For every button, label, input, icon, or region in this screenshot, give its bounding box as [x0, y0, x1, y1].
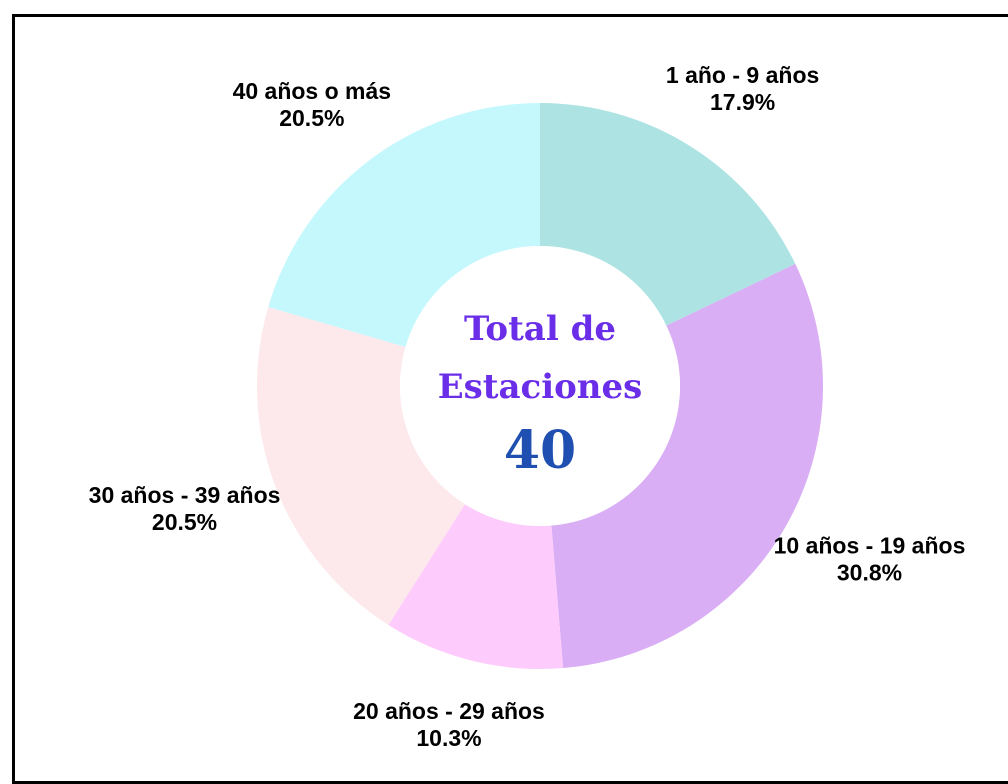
donut-slice	[257, 307, 465, 625]
slice-value-label: 30.8%	[837, 559, 902, 585]
donut-hole	[400, 246, 680, 526]
donut-slice	[540, 103, 796, 326]
slice-label: 30 años - 39 años	[89, 482, 281, 508]
slice-value-label: 20.5%	[152, 509, 217, 535]
slice-value-label: 10.3%	[416, 725, 481, 751]
slice-value-label: 20.5%	[279, 105, 344, 131]
donut-slice	[268, 103, 540, 347]
donut-slice	[388, 504, 564, 669]
center-value: 40	[503, 420, 577, 481]
center-label: Total de Estaciones 40	[420, 300, 660, 486]
slice-label: 20 años - 29 años	[353, 698, 545, 724]
page: 1 año - 9 años 17.9% 10 años - 19 años 30.8…	[12, 14, 1008, 784]
slice-label: 10 años - 19 años	[774, 532, 966, 558]
center-title: Total de Estaciones	[437, 309, 643, 407]
slice-label: 40 años o más	[233, 78, 392, 104]
slice-value-label: 17.9%	[710, 89, 775, 115]
donut-slice	[551, 263, 823, 669]
slice-label: 1 año - 9 años	[666, 62, 819, 88]
